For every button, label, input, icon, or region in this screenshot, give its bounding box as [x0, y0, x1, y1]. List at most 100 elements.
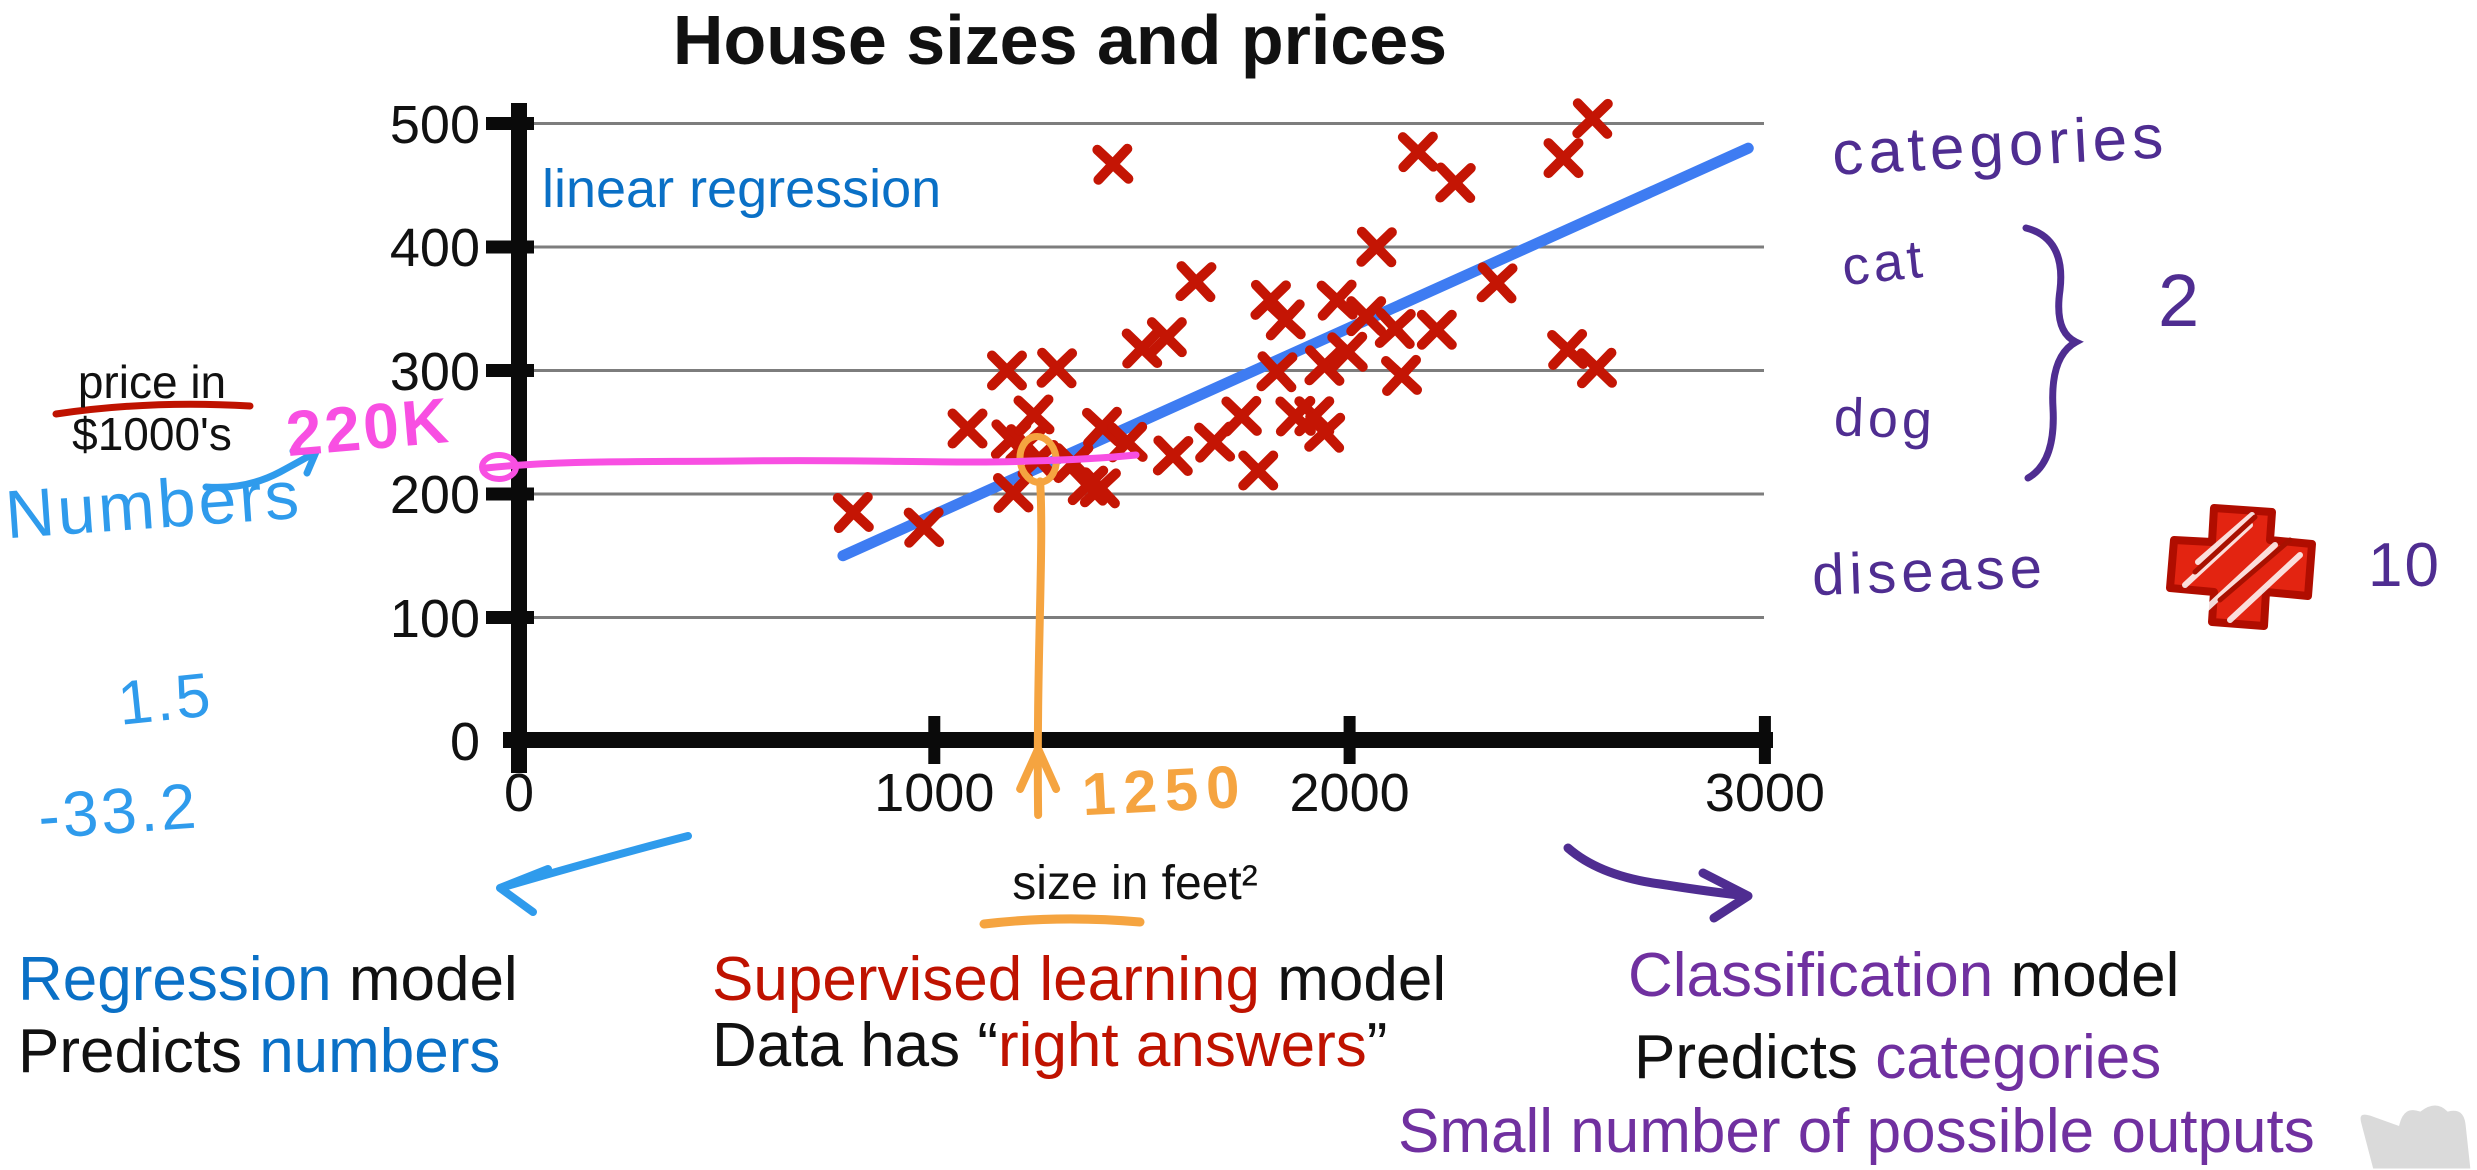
caption-classification-line1: Classification model — [1628, 940, 2179, 1011]
annotation-num-classes: 2 — [2158, 259, 2203, 342]
y-tick-label-0: 0 — [449, 712, 480, 772]
x-tick-label-0: 0 — [503, 763, 535, 823]
caption-classification-line3: Small number of possible outputs — [1398, 1097, 2315, 1166]
caption-data-has: Data has “ — [712, 1011, 999, 1080]
annotation-slope-value: 1.5 — [114, 660, 217, 739]
orange-arrowhead — [1016, 739, 1061, 793]
blue-arrow-to-220k — [202, 447, 320, 491]
data-point-x — [1081, 406, 1124, 448]
data-point-x — [1238, 450, 1279, 491]
caption-numbers: numbers — [241, 1017, 501, 1086]
x-tick-label-3000: 3000 — [1704, 763, 1825, 823]
data-point-x — [1304, 411, 1346, 453]
data-point-x — [1547, 328, 1589, 371]
caption-regression-line2: Predicts numbers — [18, 1016, 500, 1087]
data-point-x — [1543, 138, 1584, 179]
axes — [486, 103, 1773, 773]
data-points — [832, 98, 1617, 548]
caption-supervised-line2: Data has “right answers” — [712, 1010, 1387, 1081]
data-point-x — [1264, 299, 1306, 341]
page-title: House sizes and prices — [672, 1, 1448, 79]
y-tick-label-400: 400 — [389, 218, 480, 278]
data-point-x — [1374, 307, 1416, 350]
data-point-x — [1356, 226, 1397, 268]
data-point-x — [1316, 279, 1358, 321]
caption-regression-line1: Regression model — [18, 944, 518, 1015]
annotation-dog: dog — [1832, 387, 1938, 451]
x-axis-title: size in feet² — [1012, 857, 1258, 910]
data-point-x — [1476, 262, 1518, 304]
data-point-x — [1256, 351, 1298, 393]
annotation-num-outputs: 10 — [2368, 531, 2441, 600]
y-axis-title-line2: $1000's — [72, 408, 232, 460]
caption-classification-rest: model — [1993, 941, 2180, 1010]
x-axis — [503, 732, 1773, 748]
regression-line — [837, 142, 1754, 562]
annotation-1250: 1250 — [1080, 752, 1250, 829]
data-point-x — [832, 492, 874, 534]
data-point-x — [1327, 331, 1368, 373]
data-point-x — [1146, 317, 1187, 358]
caption-regression-term: Regression — [18, 945, 332, 1014]
data-point-x — [1092, 143, 1134, 185]
data-point-x — [1380, 354, 1423, 396]
data-point-x — [992, 472, 1034, 514]
highlight-1250 — [1016, 433, 1061, 819]
y-tick-label-300: 300 — [389, 341, 480, 402]
y-axis-title-line1: price in — [77, 356, 227, 408]
y-axis-title: price in $1000's — [38, 356, 266, 460]
data-point-x — [1346, 296, 1387, 337]
gridlines — [524, 122, 1764, 619]
caption-classification-line2: Predicts categories — [1634, 1022, 2161, 1093]
orange-underline-size — [979, 914, 1145, 929]
purple-curly-brace — [2022, 224, 2084, 482]
data-point-x — [1175, 261, 1217, 303]
caption-right-answers: right answers — [998, 1011, 1367, 1080]
caption-supervised-rest: model — [1260, 945, 1447, 1014]
blue-arrow-regression — [496, 832, 692, 916]
x-tick-label-2000: 2000 — [1289, 763, 1410, 823]
regression-line — [837, 142, 1754, 562]
caption-supervised-term: Supervised learning — [712, 945, 1261, 1014]
purple-arrow-classification — [1563, 843, 1753, 923]
caption-regression-rest: model — [331, 945, 518, 1014]
caption-classification-term: Classification — [1628, 941, 1994, 1010]
legend-linear-regression: linear regression — [542, 159, 942, 219]
data-point-x — [1079, 467, 1121, 509]
y-tick-label-100: 100 — [389, 588, 480, 649]
annotation-cat: cat — [1839, 228, 1929, 298]
y-tick-label-200: 200 — [389, 465, 480, 525]
data-point-x — [1221, 395, 1262, 437]
data-point-x — [903, 507, 945, 548]
pink-price-line — [482, 451, 1140, 472]
annotation-intercept-value: -33.2 — [35, 769, 202, 853]
data-point-x — [986, 350, 1027, 391]
caption-supervised-line1: Supervised learning model — [712, 944, 1446, 1015]
annotation-220k: 220K — [283, 383, 454, 471]
caption-categories: categories — [1875, 1023, 2162, 1092]
y-tick-label-500: 500 — [389, 94, 480, 155]
y-axis — [511, 103, 527, 773]
caption-close-quote: ” — [1366, 1011, 1388, 1080]
data-point-x — [1304, 345, 1345, 386]
data-point-x — [1397, 131, 1439, 173]
pointer-cursor-icon — [2357, 1102, 2474, 1170]
data-point-x — [1152, 435, 1194, 476]
medical-cross-icon — [2166, 504, 2316, 630]
data-point-x — [1435, 162, 1476, 204]
x-tick-label-1000: 1000 — [874, 763, 995, 823]
annotation-disease: disease — [1810, 534, 2048, 609]
caption-predicts: Predicts — [18, 1017, 242, 1086]
orange-guide-line — [1033, 477, 1046, 819]
red-underline-price-in — [52, 400, 254, 418]
data-point-x — [1121, 328, 1163, 369]
data-point-x — [1416, 309, 1457, 350]
data-point-x — [1013, 394, 1055, 436]
data-point-x — [1572, 98, 1613, 139]
data-point-x — [1576, 347, 1617, 389]
pink-theta-mark — [479, 452, 519, 482]
data-point-x — [947, 408, 988, 449]
data-point-x — [1036, 347, 1078, 389]
